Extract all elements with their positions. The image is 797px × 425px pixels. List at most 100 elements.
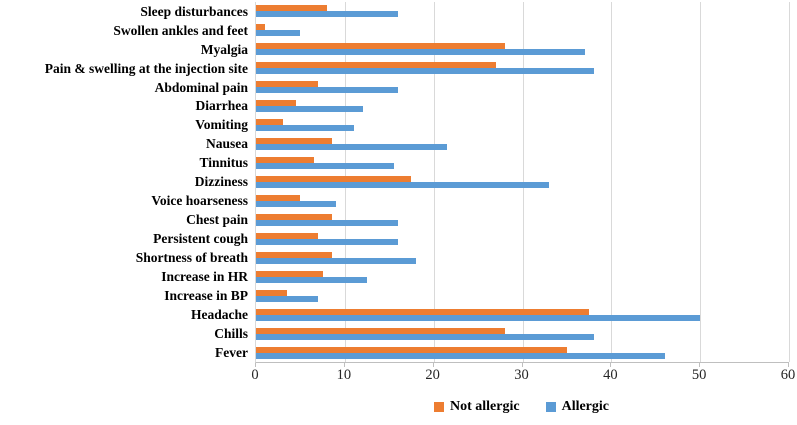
category-label: Tinnitus (199, 155, 248, 171)
bar-group (256, 192, 789, 211)
category-label: Voice hoarseness (151, 193, 248, 209)
bar-not-allergic (256, 251, 332, 258)
bar-not-allergic (256, 327, 505, 334)
bar-group (256, 21, 789, 40)
bar-not-allergic (256, 289, 288, 296)
legend-swatch-icon (545, 402, 556, 412)
category-label: Diarrhea (195, 98, 248, 114)
bar-group (256, 135, 789, 154)
bar-group (256, 305, 789, 324)
bar-group (256, 97, 789, 116)
gridline-50 (700, 2, 702, 362)
category-label: Persistent cough (153, 231, 248, 247)
bar-not-allergic (256, 43, 505, 50)
x-axis-tick-label: 40 (603, 367, 618, 383)
bar-group (256, 154, 789, 173)
bar-allergic (256, 68, 594, 75)
x-axis-tick (255, 363, 256, 367)
bar-allergic (256, 276, 368, 283)
bar-allergic (256, 106, 363, 113)
bar-allergic (256, 87, 399, 94)
bar-allergic (256, 219, 399, 226)
bar-allergic (256, 257, 416, 264)
bar-allergic (256, 238, 399, 245)
bar-not-allergic (256, 346, 567, 353)
bar-group (256, 229, 789, 248)
x-axis-tick-label: 50 (691, 367, 707, 383)
gridline-60 (789, 2, 790, 362)
bar-group (256, 40, 789, 59)
bar-not-allergic (256, 119, 283, 126)
bar-group (256, 343, 789, 362)
category-label: Swollen ankles and feet (113, 22, 248, 38)
category-label: Shortness of breath (135, 250, 248, 266)
bar-not-allergic (256, 176, 412, 183)
bar-allergic (256, 30, 301, 37)
bars-container (256, 2, 789, 362)
legend-label: Allergic (561, 399, 609, 414)
bar-allergic (256, 295, 319, 302)
bar-allergic (256, 201, 336, 207)
category-label: Chills (214, 325, 248, 341)
bar-group (256, 2, 789, 21)
bar-group (256, 173, 789, 192)
x-axis-tick-label: 10 (336, 367, 352, 383)
bar-group (256, 248, 789, 267)
bar-not-allergic (256, 100, 296, 107)
legend-swatch-icon (433, 402, 444, 412)
bar-not-allergic (256, 232, 319, 239)
bar-allergic (256, 314, 701, 321)
bar-group (256, 324, 789, 343)
bar-not-allergic (256, 213, 332, 220)
bar-allergic (256, 49, 585, 56)
category-label: Increase in HR (161, 269, 248, 285)
x-axis-tick (521, 363, 523, 367)
bar-allergic (256, 144, 447, 151)
bar-not-allergic (256, 81, 319, 88)
category-label: Headache (191, 306, 248, 322)
bar-not-allergic (256, 138, 332, 145)
bar-not-allergic (256, 62, 496, 69)
bar-allergic (256, 125, 354, 132)
bar-group (256, 267, 789, 286)
bar-allergic (256, 182, 550, 189)
bar-group (256, 286, 789, 305)
bar-group (256, 116, 789, 135)
category-label: Dizziness (194, 174, 248, 190)
category-label: Increase in BP (164, 288, 248, 304)
bar-not-allergic (256, 308, 590, 315)
bar-not-allergic (256, 5, 328, 12)
bar-allergic (256, 333, 594, 340)
bar-group (256, 59, 789, 78)
x-axis-tick (699, 363, 701, 367)
gridline-20 (433, 2, 435, 362)
legend: Not allergic Allergic (255, 399, 788, 415)
gridline-40 (611, 2, 613, 362)
category-axis: Sleep disturbances Swollen ankles and fee… (0, 2, 248, 362)
bar-not-allergic (256, 157, 314, 164)
legend-item-not-allergic: Not allergic (433, 399, 520, 415)
plot-area (255, 2, 790, 363)
category-label: Abdominal pain (154, 79, 248, 95)
category-label: Nausea (205, 136, 248, 152)
x-axis-tick (610, 363, 612, 367)
x-axis-tick (788, 363, 789, 367)
bar-not-allergic (256, 270, 323, 277)
bar-group (256, 210, 789, 229)
x-axis-tick (432, 363, 434, 367)
bar-allergic (256, 163, 394, 170)
bar-group (256, 78, 789, 97)
x-axis-tick-label: 60 (780, 367, 796, 383)
category-label: Vomiting (195, 117, 248, 133)
legend-label: Not allergic (449, 399, 520, 414)
category-label: Sleep disturbances (140, 3, 248, 19)
category-label: Chest pain (186, 212, 248, 228)
gridline-30 (522, 2, 524, 362)
x-axis-tick (343, 363, 345, 367)
bar-allergic (256, 11, 399, 18)
bar-not-allergic (256, 24, 265, 31)
category-label: Myalgia (200, 41, 248, 57)
category-label: Pain & swelling at the injection site (44, 60, 248, 76)
bar-allergic (256, 352, 665, 359)
